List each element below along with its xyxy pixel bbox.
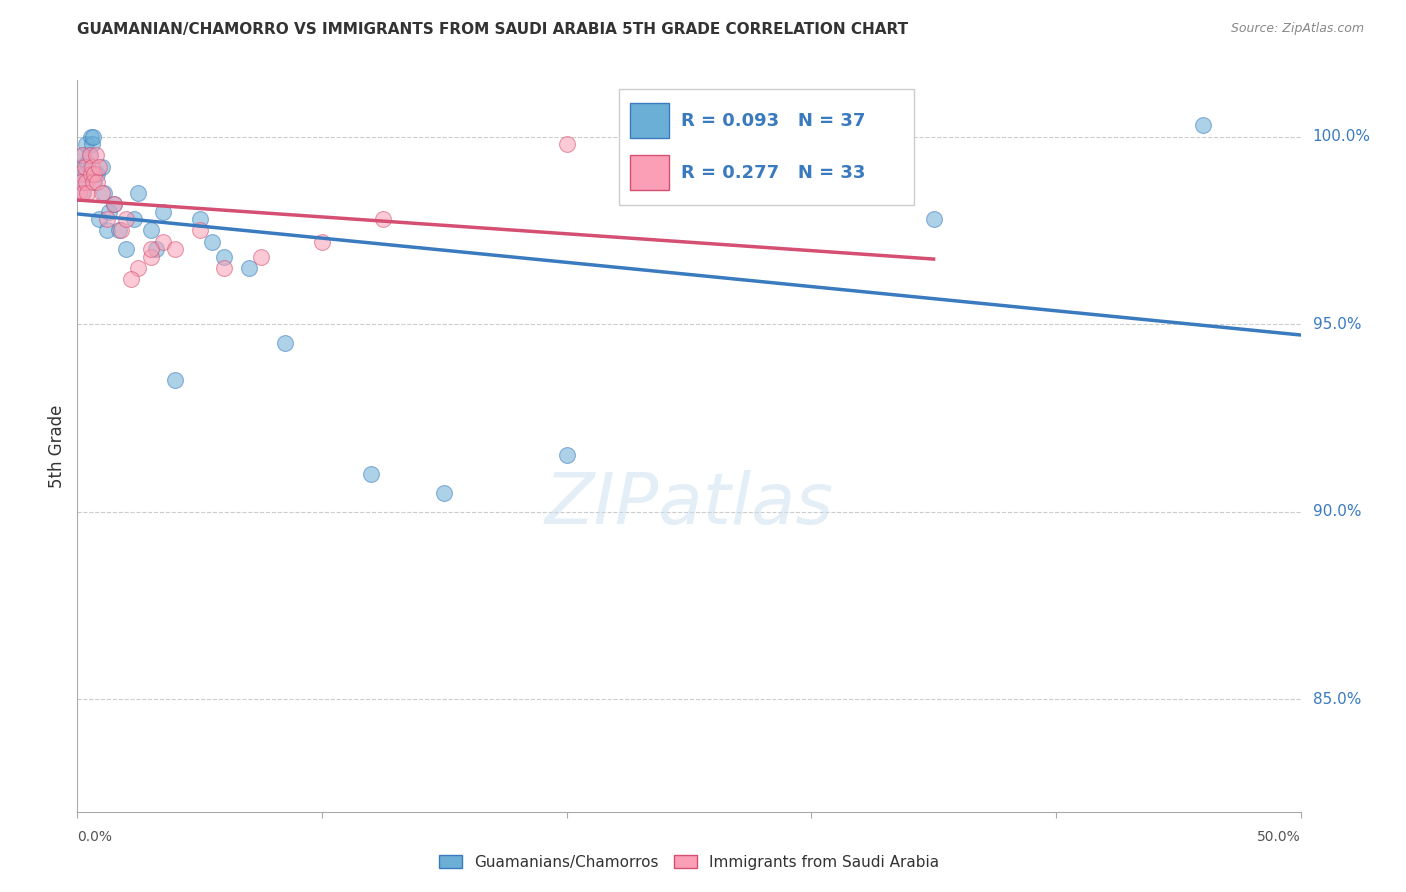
Point [371,212,394,227]
Text: R = 0.093   N = 37: R = 0.093 N = 37 [681,112,865,129]
Text: 90.0%: 90.0% [1313,504,1361,519]
Point [555,449,578,463]
FancyBboxPatch shape [619,89,914,205]
Point [108,223,131,237]
Text: 0.0%: 0.0% [77,830,112,845]
Point [127,186,149,200]
Text: R = 0.277   N = 33: R = 0.277 N = 33 [681,164,865,182]
Point [70,186,93,200]
Text: 100.0%: 100.0% [1313,129,1371,144]
Point [152,235,174,249]
Text: GUAMANIAN/CHAMORRO VS IMMIGRANTS FROM SAUDI ARABIA 5TH GRADE CORRELATION CHART: GUAMANIAN/CHAMORRO VS IMMIGRANTS FROM SA… [77,22,908,37]
Point [72,186,94,200]
Point [311,235,333,249]
Point [79,148,101,162]
Point [89,160,111,174]
Point [80,129,103,144]
Point [103,197,125,211]
Point [238,260,260,275]
Point [84,148,107,162]
Point [73,160,96,174]
Point [80,136,103,151]
Point [82,175,104,189]
Point [79,148,101,162]
Point [139,242,162,256]
Point [70,175,93,189]
Point [122,212,145,227]
Point [360,467,382,482]
Point [274,335,297,350]
Point [96,212,118,227]
Point [67,186,90,200]
Point [80,160,103,174]
Point [188,212,211,227]
Point [69,175,91,189]
Point [89,212,111,227]
Point [110,223,132,237]
Point [103,197,125,211]
FancyBboxPatch shape [630,155,669,190]
Point [188,223,211,237]
Point [75,175,97,189]
Point [152,204,174,219]
Point [212,250,235,264]
Point [90,160,112,174]
Point [120,272,142,286]
Point [165,373,187,387]
Point [73,167,96,181]
Point [555,136,578,151]
Point [80,167,103,181]
Point [115,212,138,227]
Text: Source: ZipAtlas.com: Source: ZipAtlas.com [1230,22,1364,36]
Text: 95.0%: 95.0% [1313,317,1361,332]
Point [69,167,91,181]
Y-axis label: 5th Grade: 5th Grade [48,404,66,488]
Point [433,486,456,500]
Point [70,148,93,162]
Point [75,136,97,151]
Text: 50.0%: 50.0% [1257,830,1301,845]
Point [96,223,118,237]
Point [72,148,94,162]
Point [1191,118,1213,132]
Point [86,167,108,181]
Point [250,250,273,264]
Point [90,186,112,200]
Point [165,242,187,256]
Point [70,160,93,174]
Point [83,175,105,189]
Point [127,260,149,275]
Point [115,242,138,256]
Point [922,212,945,227]
Point [76,186,98,200]
Point [86,175,108,189]
Point [139,223,162,237]
Point [145,242,167,256]
Point [93,186,115,200]
FancyBboxPatch shape [630,103,669,138]
Point [82,129,104,144]
Point [139,250,162,264]
Text: ZIPatlas: ZIPatlas [544,470,834,539]
Point [76,156,98,170]
Point [83,167,105,181]
Point [212,260,235,275]
Point [98,204,121,219]
Text: 85.0%: 85.0% [1313,691,1361,706]
Legend: Guamanians/Chamorros, Immigrants from Saudi Arabia: Guamanians/Chamorros, Immigrants from Sa… [432,847,946,877]
Point [201,235,224,249]
